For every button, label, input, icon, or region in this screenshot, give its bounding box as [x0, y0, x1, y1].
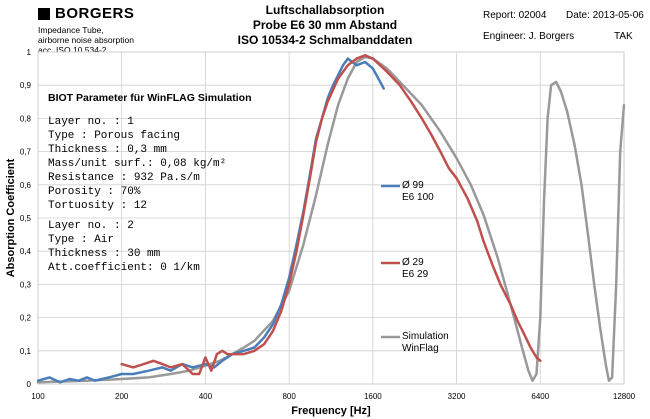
- report-date: Date: 2013-05-06: [566, 10, 644, 21]
- legend-sub-d29: E6 29: [402, 269, 429, 280]
- x-tick-label: 100: [31, 392, 45, 401]
- subtitle-line-1: Impedance Tube,: [38, 25, 104, 35]
- biot-info-title: BIOT Parameter für WinFLAG Simulation: [48, 92, 252, 104]
- gridlines: [37, 51, 625, 385]
- x-tick-label: 3200: [448, 392, 466, 401]
- engineer-name: Engineer: J. Borgers: [483, 31, 575, 42]
- series-layer: [36, 54, 626, 384]
- x-axis-label: Frequency [Hz]: [291, 405, 371, 417]
- borgers-logo-mark: [38, 8, 50, 20]
- series-line-e6-100: [36, 57, 385, 384]
- info-line: Layer no. : 2: [48, 220, 134, 232]
- info-line: Type : Porous facing: [48, 130, 181, 142]
- y-tick-label: 0,2: [20, 314, 32, 323]
- report-number: Report: 02004: [483, 10, 547, 21]
- y-tick-label: 0: [27, 380, 32, 389]
- legend-label-simulation: Simulation: [402, 331, 449, 342]
- y-axis-label: Absorption Coefficient: [5, 158, 17, 277]
- y-tick-label: 0,6: [20, 181, 32, 190]
- y-tick-label: 0,5: [20, 214, 32, 223]
- info-line: Tortuosity : 12: [48, 200, 148, 212]
- chart-subtitle-2: ISO 10534-2 Schmalbanddaten: [237, 33, 413, 47]
- y-tick-label: 0,8: [20, 114, 32, 123]
- info-line: Resistance : 932 Pa.s/m: [48, 172, 200, 184]
- y-tick-label: 0,3: [20, 280, 32, 289]
- chart-title: Luftschallabsorption: [265, 3, 385, 17]
- x-tick-label: 12800: [613, 392, 636, 401]
- y-tick-label: 0,1: [20, 347, 32, 356]
- tick-labels: 0 0,1 0,2 0,3 0,4 0,5 0,6 0,7 0,8 0,9 1 100 200 400 80…: [20, 48, 636, 401]
- legend-sub-simulation: WinFlag: [402, 343, 439, 354]
- legend-sub-d99: E6 100: [402, 192, 434, 203]
- subtitle-line-3: acc. ISO 10 534-2: [38, 45, 107, 55]
- chart-subtitle-1: Probe E6 30 mm Abstand: [252, 18, 398, 32]
- x-tick-label: 1600: [364, 392, 382, 401]
- y-tick-label: 0,9: [20, 81, 32, 90]
- logo-text: BORGERS: [55, 5, 135, 22]
- legend-label-d99: Ø 99: [402, 180, 424, 191]
- engineer-initials: TAK: [614, 31, 633, 42]
- info-line: Type : Air: [48, 234, 115, 246]
- x-tick-label: 400: [199, 392, 213, 401]
- subtitle-line-2: airborne noise absorption: [38, 35, 134, 45]
- info-line: Att.coefficient: 0 1/km: [48, 262, 200, 274]
- info-line: Thickness : 0,3 mm: [48, 144, 167, 156]
- x-tick-label: 200: [115, 392, 129, 401]
- y-tick-label: 1: [27, 48, 32, 57]
- series-line-winflag: [36, 55, 626, 384]
- y-tick-label: 0,7: [20, 148, 32, 157]
- legend-label-d29: Ø 29: [402, 257, 424, 268]
- info-line: Thickness : 30 mm: [48, 248, 161, 260]
- info-line: Mass/unit surf.: 0,08 kg/m²: [48, 158, 227, 170]
- series-line-e6-29: [120, 54, 542, 376]
- info-line: Porosity : 70%: [48, 186, 141, 198]
- info-line: Layer no. : 1: [48, 116, 134, 128]
- x-tick-label: 800: [282, 392, 296, 401]
- y-tick-label: 0,4: [20, 247, 32, 256]
- x-tick-label: 6400: [531, 392, 549, 401]
